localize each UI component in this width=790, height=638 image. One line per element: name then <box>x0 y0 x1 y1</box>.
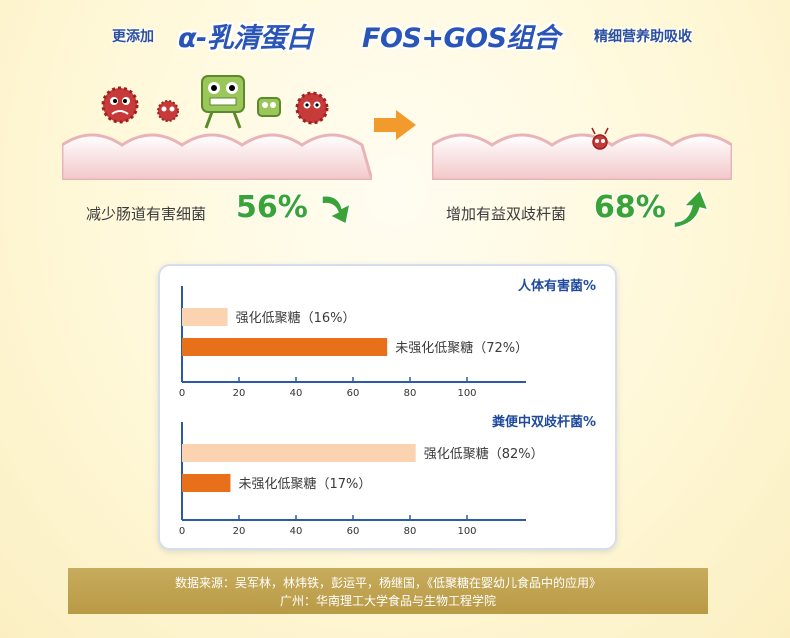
chart-title: 人体有害菌% <box>518 278 596 294</box>
x-tick-label: 100 <box>457 388 476 399</box>
harmful-bacteria-icon <box>295 91 329 125</box>
green-bacteria-icon <box>257 97 281 117</box>
x-tick-label: 0 <box>179 388 185 399</box>
footer-institution-line: 广州：华南理工大学食品与生物工程学院 <box>279 594 496 608</box>
chart-panel: 人体有害菌% 0 20 40 60 80 100 强化低聚糖（16%） 未强化低聚糖（72%） 粪… <box>158 264 617 550</box>
headline: 更添加 α-乳清蛋白 FOS+GOS组合 精细营养助吸收 <box>0 12 790 56</box>
data-source-footer: 数据来源：吴军林，林炜铁，彭运平，杨继国，《低聚糖在婴幼儿食品中的应用》 广州：… <box>68 568 708 614</box>
gut-illustration-after <box>432 127 732 180</box>
x-tick-label: 60 <box>347 388 360 399</box>
bar-label: 强化低聚糖（16%） <box>236 310 356 326</box>
stat-right-label: 增加有益双歧杆菌 <box>446 205 567 223</box>
footer-source-line: 数据来源：吴军林，林炜铁，彭运平，杨继国，《低聚糖在婴幼儿食品中的应用》 <box>174 576 601 590</box>
headline-fos-gos: FOS+GOS组合 <box>362 23 560 54</box>
x-tick-label: 100 <box>457 526 476 537</box>
arrow-up-icon <box>673 188 710 228</box>
chart-title: 粪便中双歧杆菌% <box>492 414 596 430</box>
bar <box>182 444 416 462</box>
x-tick-label: 40 <box>290 526 303 537</box>
bar-charts: 人体有害菌% 0 20 40 60 80 100 强化低聚糖（16%） 未强化低聚糖（72%） 粪… <box>179 278 596 537</box>
headline-whey-protein: α-乳清蛋白 <box>178 23 313 54</box>
x-tick-label: 20 <box>233 388 246 399</box>
headline-prefix: 更添加 <box>112 29 154 45</box>
x-tick-label: 40 <box>290 388 303 399</box>
x-tick-label: 0 <box>179 526 185 537</box>
harmful-bacteria-icon <box>157 100 179 122</box>
arrow-right-icon <box>374 110 416 140</box>
stat-left-value: 56% <box>236 190 308 225</box>
arrow-down-icon <box>321 195 352 226</box>
bar-label: 未强化低聚糖（17%） <box>238 476 371 492</box>
bar <box>182 308 228 326</box>
harmful-bacteria-icon <box>101 86 139 124</box>
green-bacteria-icon <box>201 75 245 129</box>
bar-label: 未强化低聚糖（72%） <box>395 340 528 356</box>
bar <box>182 474 231 492</box>
bar <box>182 338 388 356</box>
x-tick-label: 20 <box>233 526 246 537</box>
headline-suffix: 精细营养助吸收 <box>594 29 692 45</box>
stat-right-value: 68% <box>594 190 666 225</box>
x-tick-label: 80 <box>404 526 417 537</box>
bar-label: 强化低聚糖（82%） <box>424 446 544 462</box>
stat-left-label: 减少肠道有害细菌 <box>86 205 207 223</box>
gut-illustration-before <box>62 75 372 180</box>
x-tick-label: 60 <box>347 526 360 537</box>
harmful-bacteria-icon <box>591 127 609 150</box>
x-tick-label: 80 <box>404 388 417 399</box>
